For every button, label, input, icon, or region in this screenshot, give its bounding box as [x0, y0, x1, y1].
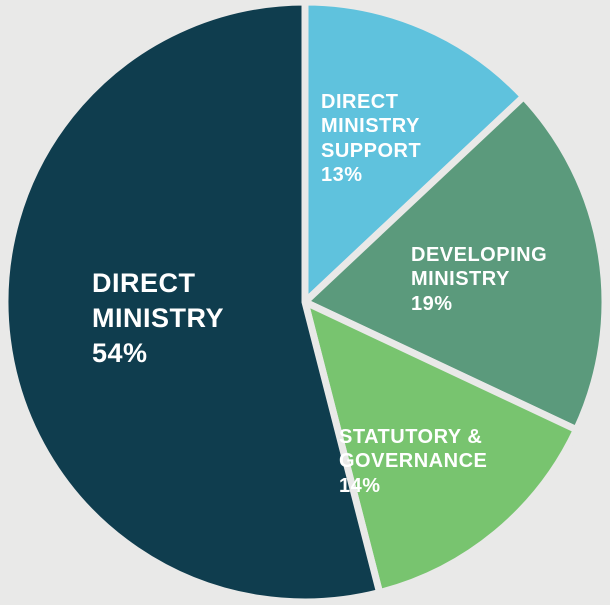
slice-direct-ministry-support — [301, 0, 529, 311]
label-line: STATUTORY & — [339, 426, 483, 448]
label-line: DEVELOPING — [411, 244, 548, 266]
label-line: SUPPORT — [321, 139, 422, 162]
slice-label-statutory-governance: STATUTORY & GOVERNANCE 14% — [339, 425, 487, 498]
label-line: GOVERNANCE — [339, 450, 488, 473]
slice-statutory-governance — [299, 295, 582, 597]
slice-label-direct-ministry-support: DIRECT MINISTRY SUPPORT 13% — [321, 90, 421, 188]
label-line: DIRECT — [321, 91, 399, 113]
label-line: DIRECT — [92, 268, 196, 298]
slice-percent: 54% — [92, 338, 148, 369]
label-line: MINISTRY — [321, 115, 420, 138]
slice-developing-ministry — [298, 91, 609, 435]
slice-percent: 14% — [339, 474, 381, 497]
slice-direct-ministry — [1, 0, 384, 605]
slice-label-developing-ministry: DEVELOPING MINISTRY 19% — [411, 243, 547, 316]
label-line: MINISTRY — [411, 268, 510, 291]
slice-percent: 13% — [321, 164, 363, 187]
slice-label-direct-ministry: DIRECT MINISTRY 54% — [92, 266, 224, 371]
label-line: MINISTRY — [92, 303, 224, 334]
slice-percent: 19% — [411, 292, 453, 315]
